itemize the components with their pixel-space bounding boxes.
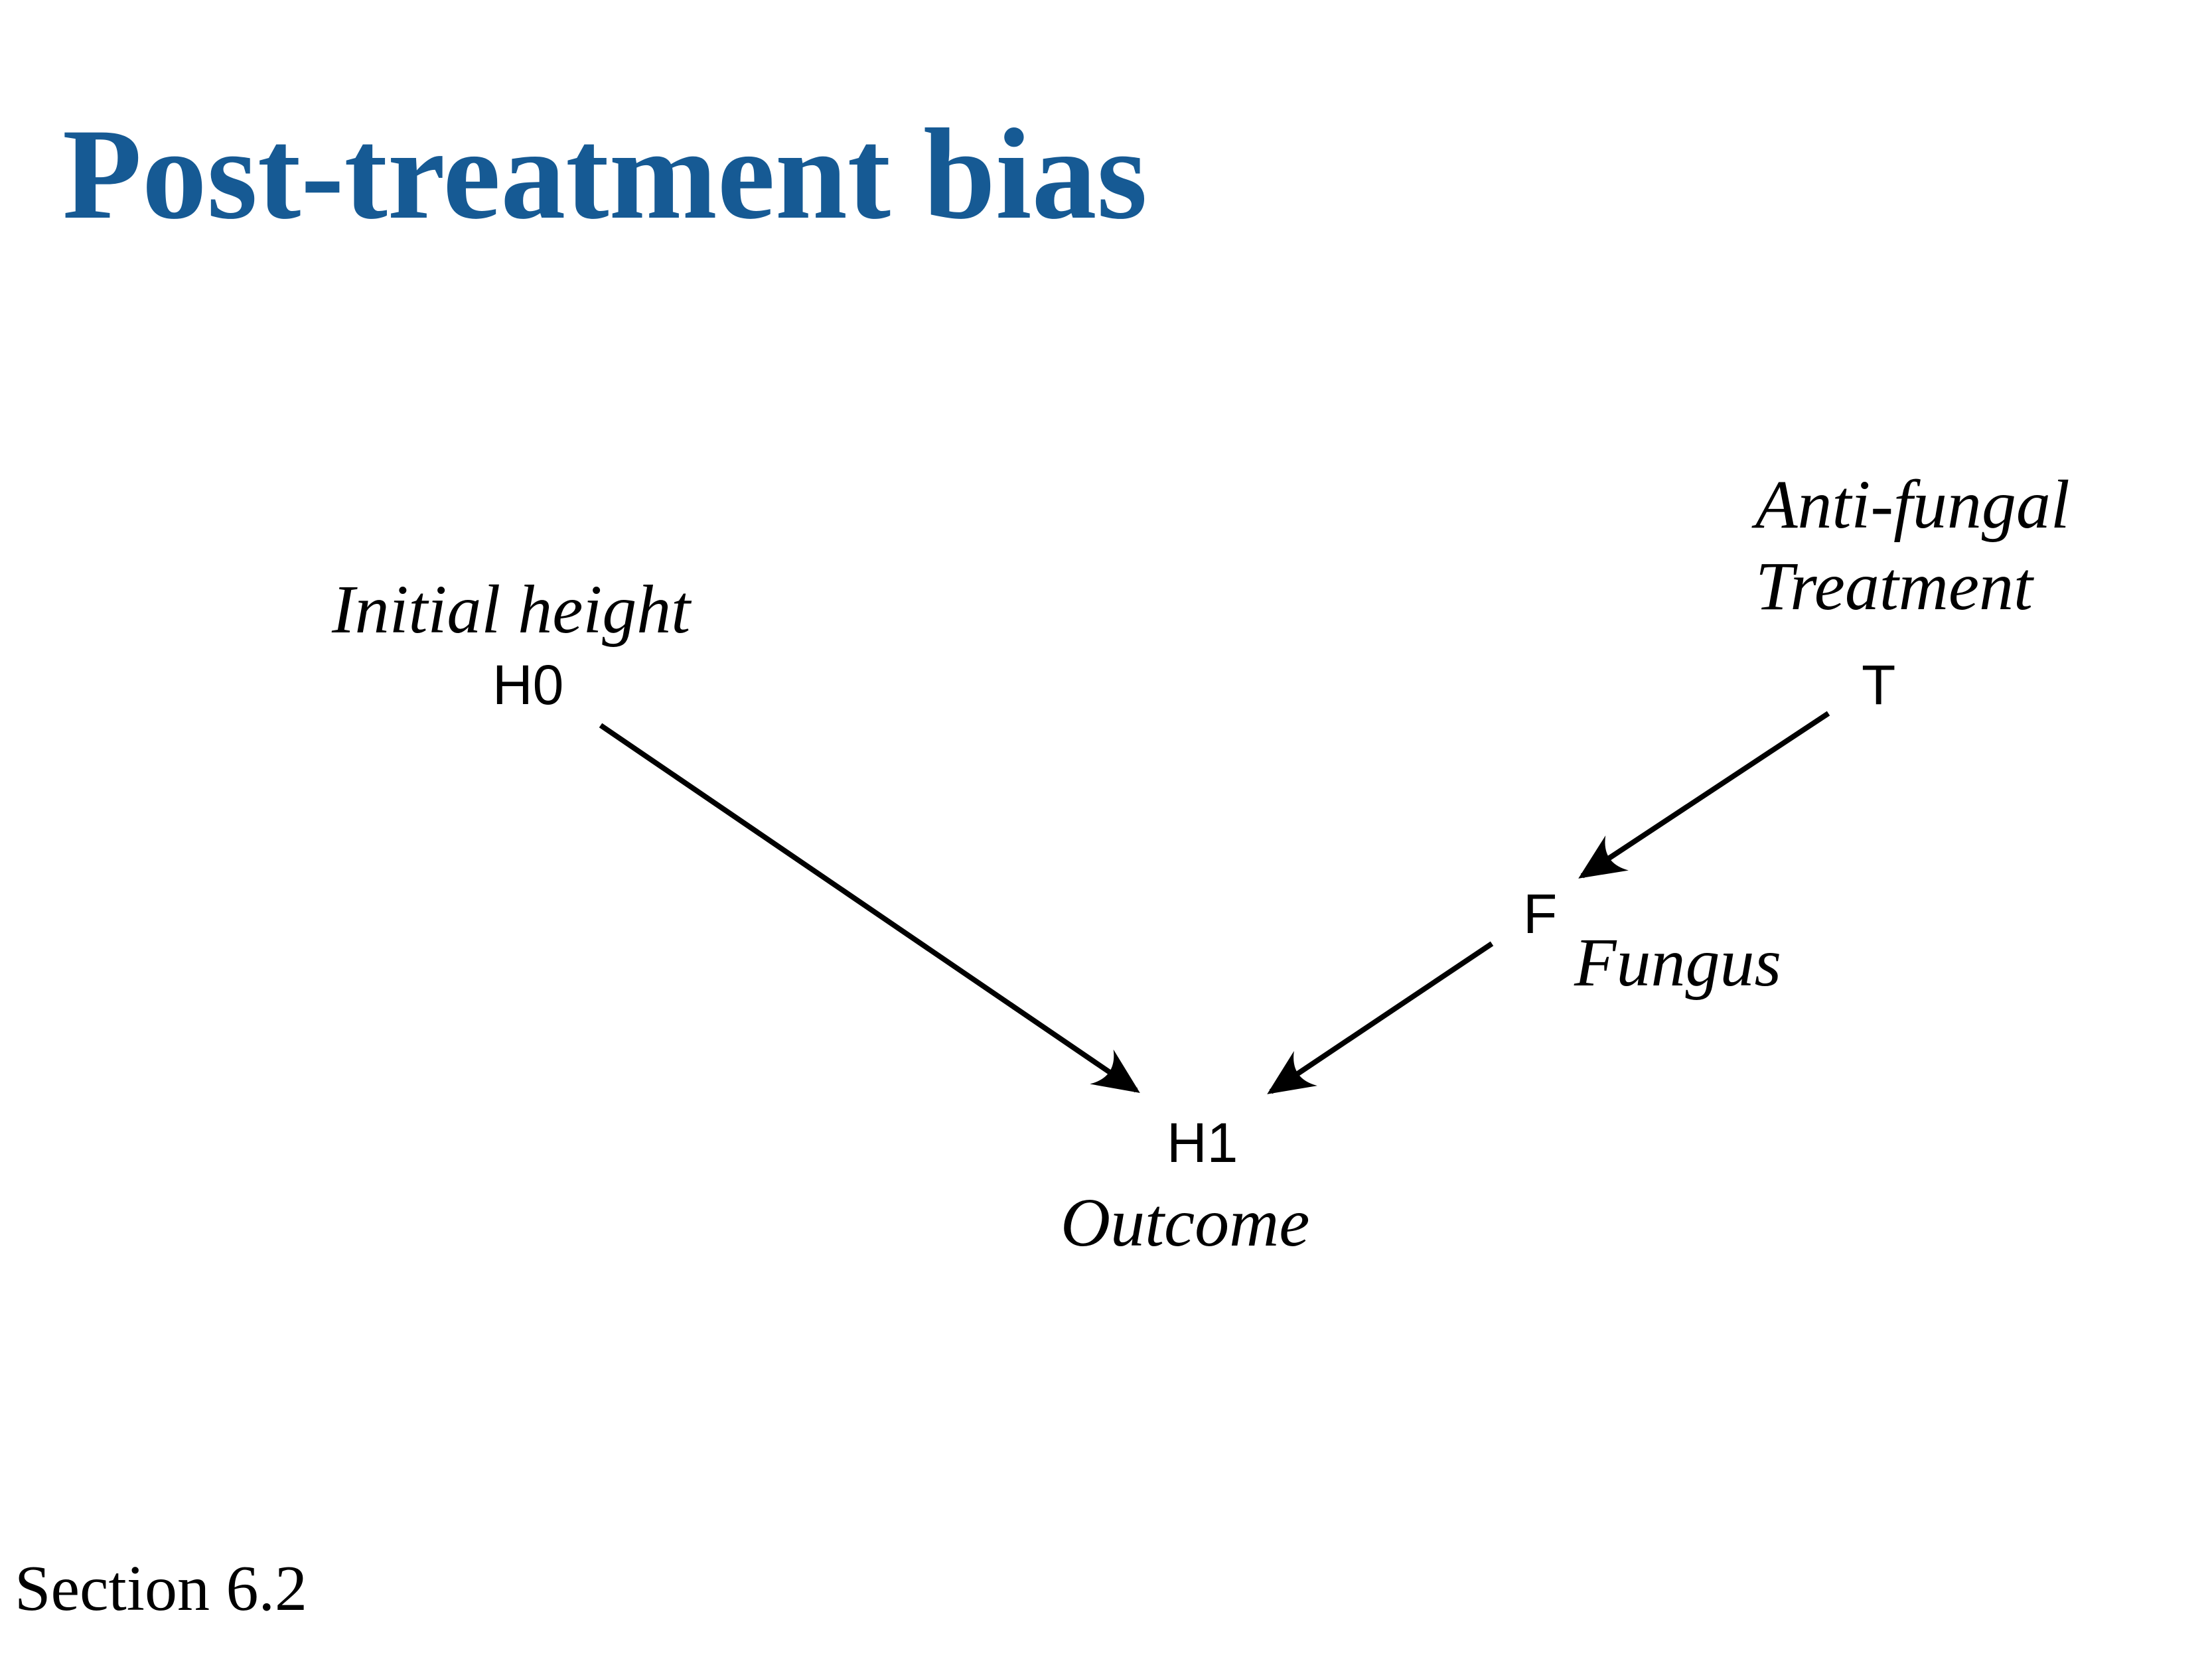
node-f-label: F — [1523, 883, 1558, 945]
node-t-label: T — [1862, 654, 1896, 716]
node-t-caption-line1: Anti-fungal — [1755, 467, 2070, 543]
node-h0-label: H0 — [492, 654, 564, 716]
slide-title: Post-treatment bias — [62, 102, 1147, 246]
edge-t-to-f — [1578, 711, 1830, 879]
node-h1-caption: Outcome — [1061, 1185, 1310, 1261]
section-footer: Section 6.2 — [15, 1553, 307, 1624]
edge-h0-to-h1 — [599, 723, 1140, 1093]
edge-f-to-h1 — [1267, 941, 1494, 1094]
node-f-caption: Fungus — [1574, 924, 1781, 1001]
node-h0-caption: Initial height — [332, 571, 691, 648]
node-h1-label: H1 — [1167, 1112, 1238, 1174]
node-t-caption-line2: Treatment — [1755, 547, 2033, 624]
node-t-caption: Anti-fungal Treatment — [1755, 465, 2070, 627]
